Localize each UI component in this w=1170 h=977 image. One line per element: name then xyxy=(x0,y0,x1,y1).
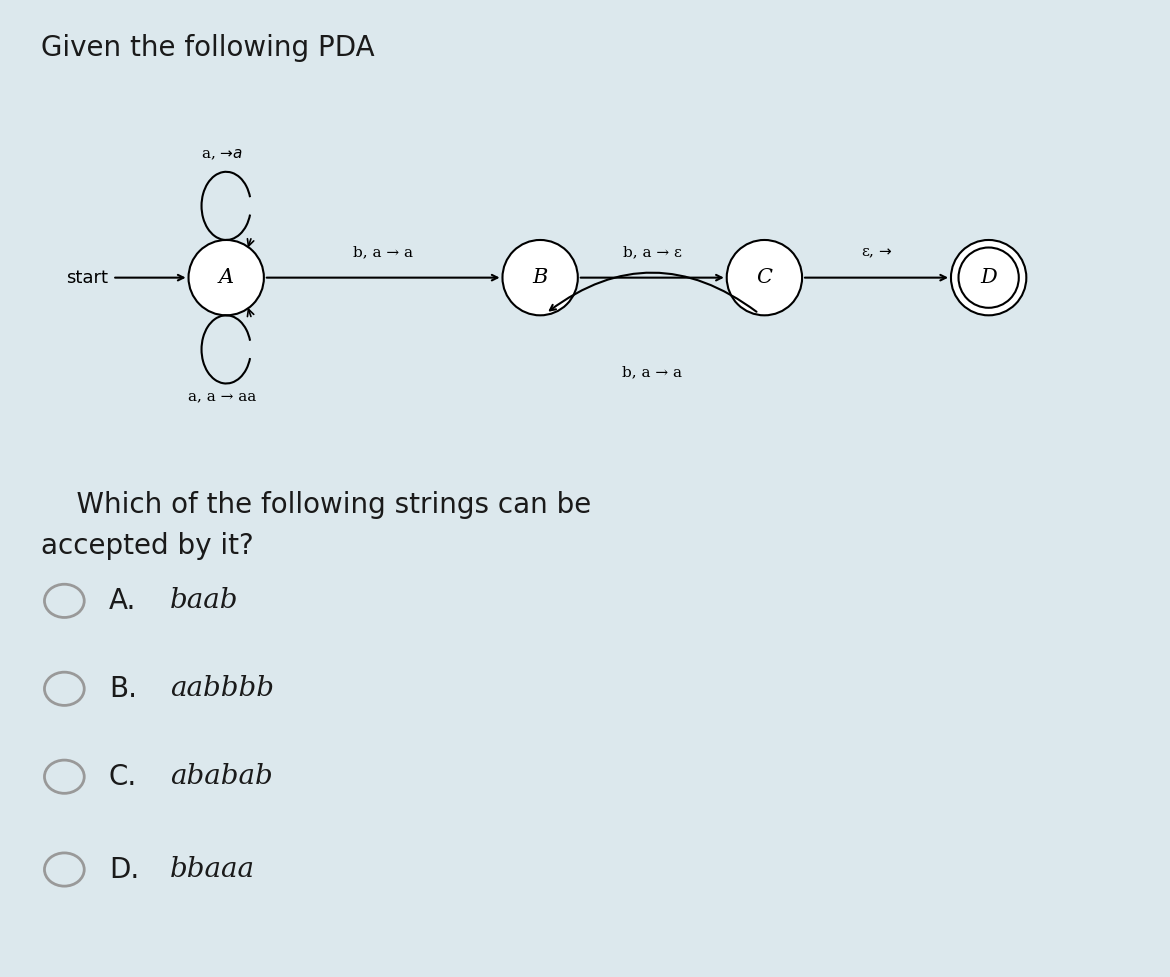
Text: a, $ → a$: a, $ → a$ xyxy=(201,148,242,162)
Text: Which of the following strings can be: Which of the following strings can be xyxy=(41,491,591,520)
Text: a, a → aa: a, a → aa xyxy=(187,389,256,404)
Circle shape xyxy=(188,240,264,316)
Text: baab: baab xyxy=(170,587,239,615)
Circle shape xyxy=(727,240,803,316)
Text: A.: A. xyxy=(109,587,136,615)
Text: C: C xyxy=(756,268,772,287)
Text: b, a → a: b, a → a xyxy=(353,245,413,260)
Text: bbaaa: bbaaa xyxy=(170,856,255,883)
Text: ababab: ababab xyxy=(170,763,273,790)
Text: B: B xyxy=(532,268,548,287)
Text: aabbbb: aabbbb xyxy=(170,675,274,702)
Text: start: start xyxy=(66,269,108,286)
Circle shape xyxy=(951,240,1026,316)
Text: C.: C. xyxy=(109,763,137,790)
Text: D.: D. xyxy=(109,856,139,883)
Text: B.: B. xyxy=(109,675,137,702)
Text: b, a → a: b, a → a xyxy=(622,364,682,379)
Circle shape xyxy=(502,240,578,316)
Text: A: A xyxy=(219,268,234,287)
Text: D: D xyxy=(980,268,997,287)
Text: accepted by it?: accepted by it? xyxy=(41,532,254,561)
Text: b, a → ε: b, a → ε xyxy=(622,245,682,260)
Text: ε, $ → $: ε, $ → $ xyxy=(861,245,893,260)
Text: Given the following PDA: Given the following PDA xyxy=(41,34,374,63)
